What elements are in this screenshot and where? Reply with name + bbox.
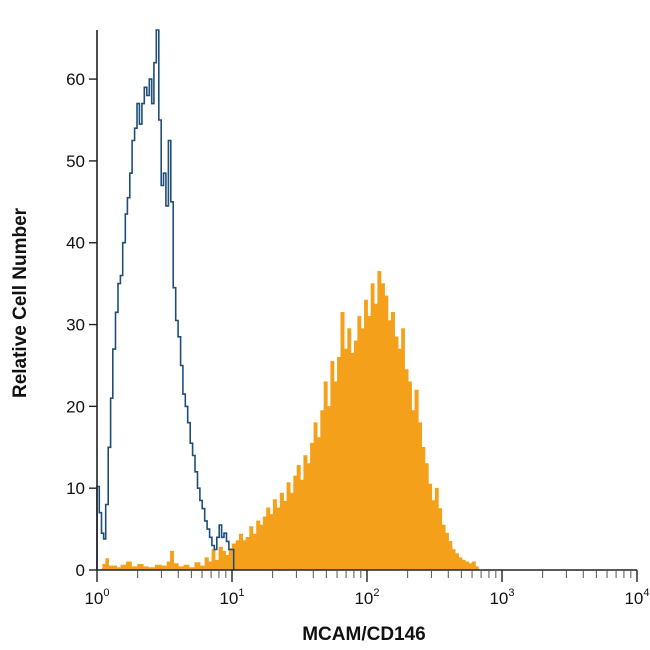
series-isotype-histogram (96, 29, 235, 570)
y-tick-label: 10 (66, 479, 85, 498)
y-tick-label: 0 (76, 561, 85, 580)
x-tick-label: 101 (219, 587, 244, 608)
y-axis-ticks: 0 10 20 30 40 50 60 (66, 70, 97, 580)
y-tick-label: 60 (66, 70, 85, 89)
plot-area (96, 29, 479, 571)
x-axis-title: MCAM/CD146 (302, 624, 426, 645)
y-tick-label: 30 (66, 316, 85, 335)
y-axis-title: Relative Cell Number (10, 207, 31, 398)
x-axis-ticks: 100 101 102 103 104 (84, 570, 650, 608)
series-stained-histogram (97, 271, 479, 571)
y-tick-label: 40 (66, 234, 85, 253)
y-tick-label: 20 (66, 397, 85, 416)
x-tick-label: 103 (489, 587, 514, 608)
x-tick-label: 104 (624, 587, 649, 608)
x-tick-label: 100 (84, 587, 109, 608)
x-tick-label: 102 (354, 587, 379, 608)
y-tick-label: 50 (66, 152, 85, 171)
